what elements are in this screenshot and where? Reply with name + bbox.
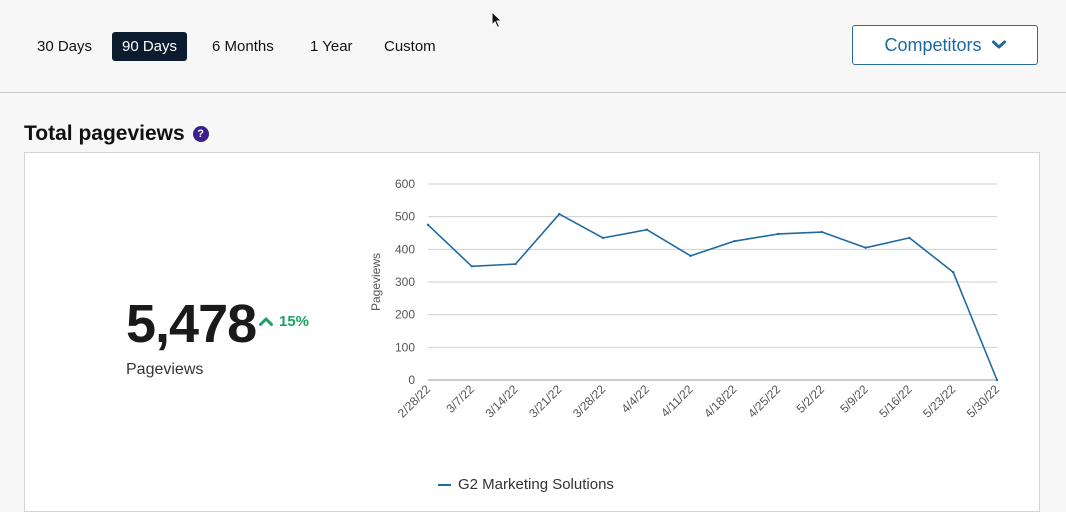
legend-series-label: G2 Marketing Solutions: [458, 476, 614, 493]
data-point: [952, 271, 955, 274]
y-tick-label: 500: [395, 210, 415, 224]
data-point: [864, 246, 867, 249]
pageviews-panel: [24, 152, 1040, 512]
data-point: [995, 378, 999, 382]
data-point: [601, 236, 605, 240]
y-tick-label: 300: [395, 275, 415, 289]
data-point: [908, 236, 911, 240]
chevron-down-icon: [991, 40, 1006, 49]
x-tick-label: 4/25/22: [745, 382, 783, 420]
kpi-change-value: 15%: [279, 313, 310, 330]
x-tick-label: 2/28/22: [395, 382, 433, 420]
x-tick-label: 4/4/22: [618, 382, 652, 416]
x-tick-label: 5/30/22: [964, 382, 1002, 420]
data-point: [776, 232, 780, 236]
question-circle-icon[interactable]: ?: [192, 126, 209, 142]
x-tick-label: 5/16/22: [876, 382, 914, 420]
data-point: [820, 230, 824, 234]
competitors-label: Competitors: [884, 34, 982, 55]
kpi-label: Pageviews: [126, 361, 204, 378]
range-tab-90-days[interactable]: 90 Days: [112, 32, 188, 61]
mouse-cursor: [491, 11, 503, 29]
y-tick-label: 400: [395, 242, 415, 256]
x-tick-label: 3/21/22: [526, 382, 564, 420]
page-title: Total pageviews: [24, 122, 185, 145]
x-tick-label: 5/9/22: [837, 382, 871, 416]
trend-up-icon: [259, 317, 273, 326]
toolbar: 30 Days 90 Days 6 Months 1 Year Custom C…: [0, 0, 1066, 93]
x-tick-label: 4/18/22: [701, 382, 739, 420]
section-header: Total pageviews ?: [24, 122, 209, 146]
data-point: [733, 239, 736, 243]
data-point: [426, 223, 430, 227]
y-tick-label: 600: [395, 177, 415, 191]
legend-swatch: [438, 483, 451, 486]
x-tick-label: 4/11/22: [658, 382, 696, 420]
competitors-dropdown-button[interactable]: Competitors: [852, 25, 1038, 65]
series-line: [427, 213, 998, 381]
x-tick-label: 3/28/22: [570, 382, 608, 420]
range-tab-6-months[interactable]: 6 Months: [212, 38, 274, 55]
data-point: [558, 212, 561, 216]
y-tick-label: 200: [395, 308, 415, 322]
range-tab-custom[interactable]: Custom: [384, 38, 436, 55]
kpi-change: 15%: [259, 313, 309, 330]
chart-legend: G2 Marketing Solutions: [438, 476, 614, 493]
range-tab-30-days[interactable]: 30 Days: [37, 38, 93, 55]
data-point: [645, 228, 649, 231]
x-tick-label: 5/23/22: [920, 382, 958, 420]
kpi-value: 5,478: [126, 294, 257, 354]
x-tick-label: 3/14/22: [482, 382, 520, 420]
x-tick-label: 3/7/22: [443, 382, 477, 416]
y-axis-label: Pageviews: [369, 253, 383, 311]
y-tick-label: 100: [395, 340, 415, 354]
data-point: [514, 262, 517, 266]
x-tick-label: 5/2/22: [794, 382, 828, 416]
data-point: [470, 265, 473, 268]
range-tab-1-year[interactable]: 1 Year: [310, 38, 353, 55]
data-point: [689, 254, 692, 258]
y-tick-label: 0: [408, 373, 415, 387]
